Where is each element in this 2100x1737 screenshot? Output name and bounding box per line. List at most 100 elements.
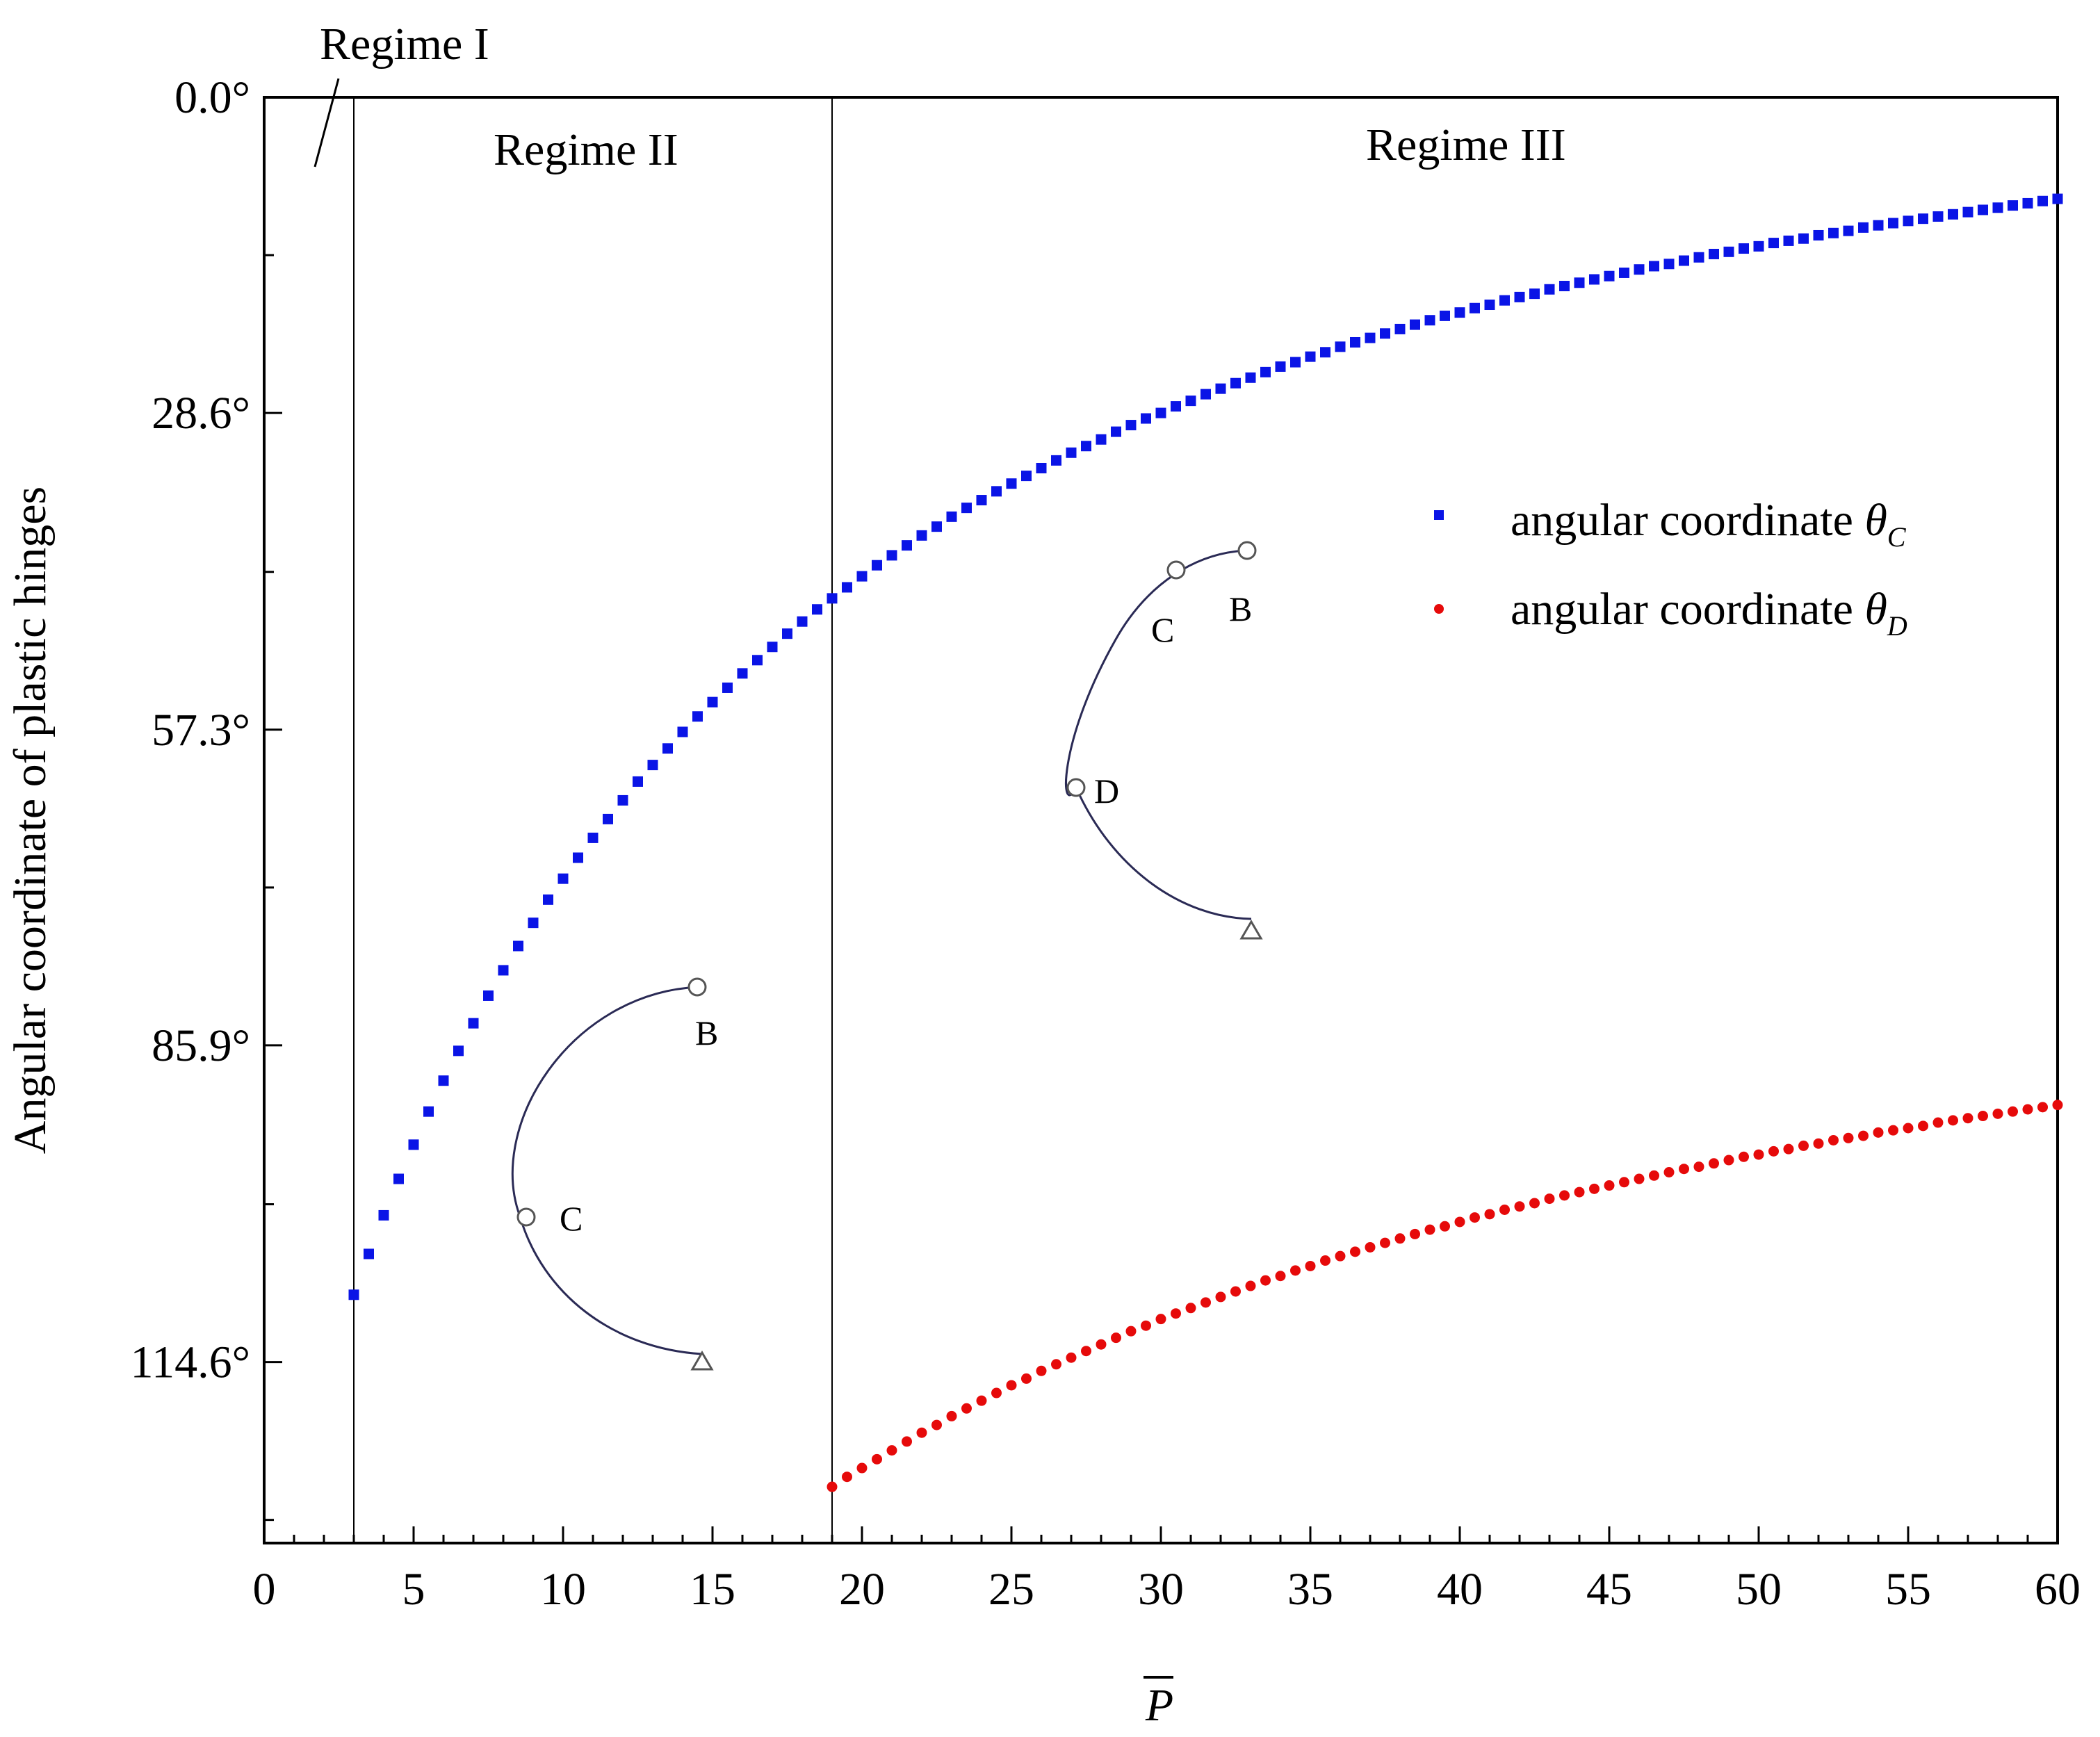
theta-c-point: [1828, 227, 1839, 238]
theta-c-point: [1544, 284, 1555, 295]
theta-c-point: [1185, 395, 1196, 407]
theta-d-point: [1798, 1140, 1809, 1151]
x-tick-label: 5: [402, 1564, 425, 1615]
theta-c-point: [1589, 274, 1600, 285]
theta-d-point: [1918, 1120, 1928, 1132]
theta-d-point: [1365, 1241, 1376, 1253]
theta-c-point: [617, 794, 628, 806]
theta-c-point: [886, 550, 897, 561]
theta-c-point: [1305, 351, 1316, 362]
x-axis-title: P: [1143, 1676, 1173, 1731]
theta-c-point: [931, 521, 942, 532]
theta-d-point: [1171, 1308, 1181, 1319]
theta-d-point: [931, 1419, 942, 1430]
theta-d-point: [1470, 1212, 1480, 1223]
theta-d-point: [1111, 1332, 1121, 1344]
theta-d-point: [1634, 1173, 1645, 1184]
theta-c-point: [408, 1139, 419, 1150]
theta-c-point: [1484, 300, 1495, 311]
theta-d-point: [2022, 1104, 2033, 1115]
theta-d-point: [1753, 1149, 1764, 1160]
theta-c-point: [1813, 229, 1824, 240]
theta-c-point: [2037, 195, 2048, 206]
x-tick-label: 35: [1287, 1564, 1333, 1615]
theta-c-point: [2052, 193, 2063, 204]
theta-c-point: [1424, 315, 1435, 326]
theta-c-point: [573, 852, 583, 863]
theta-c-point: [767, 642, 778, 653]
inset-regime-ii: B C: [512, 977, 718, 1371]
theta-c-point: [1215, 383, 1226, 394]
plot-frame: [263, 96, 2059, 1544]
theta-d-point: [1574, 1186, 1585, 1198]
hinge-c-label: C: [560, 1199, 583, 1238]
theta-c-point: [1171, 401, 1181, 412]
theta-c-point: [1709, 248, 1719, 259]
theta-d-point: [1200, 1297, 1211, 1308]
theta-c-point: [1245, 372, 1256, 383]
theta-c-point: [902, 540, 912, 551]
theta-d-point: [1335, 1250, 1346, 1262]
theta-c-point: [1962, 206, 1973, 218]
regime-boundaries: [353, 97, 833, 1543]
y-tick-label: 85.9°: [152, 1020, 250, 1071]
theta-c-point: [1918, 213, 1928, 225]
x-tick-label: 10: [540, 1564, 586, 1615]
theta-c-point: [1783, 235, 1794, 246]
theta-c-point: [1066, 447, 1077, 458]
x-tick-label: 20: [839, 1564, 885, 1615]
legend: angular coordinate θC angular coordinate…: [1434, 495, 1907, 642]
theta-c-point: [1723, 246, 1734, 257]
theta-d-point: [1783, 1143, 1794, 1155]
theta-c-point: [1903, 215, 1914, 227]
theta-c-point: [557, 873, 569, 884]
theta-d-point: [1215, 1291, 1226, 1303]
theta-d-point: [976, 1395, 987, 1406]
theta-c-point: [1634, 264, 1645, 275]
support-triangle: [1239, 920, 1263, 940]
theta-c-point: [393, 1173, 404, 1184]
theta-c-point: [1753, 240, 1764, 252]
legend-label-theta-d: angular coordinate θD: [1511, 584, 1907, 642]
theta-c-point: [1200, 389, 1211, 400]
hinge-c-label: C: [1151, 610, 1174, 649]
y-tick-label: 0.0°: [174, 72, 250, 123]
hinge-d-marker: [1066, 778, 1086, 797]
theta-d-point: [1499, 1204, 1510, 1215]
theta-c-point: [1350, 336, 1360, 348]
theta-c-point: [2008, 200, 2018, 211]
theta-c-point: [1604, 270, 1615, 282]
theta-d-point: [872, 1453, 882, 1465]
x-axis-title-text: P: [1145, 1680, 1173, 1731]
theta-c-point: [1470, 302, 1480, 313]
hinge-b-label: B: [1229, 589, 1252, 628]
inset-regime-iii: B C D: [1065, 541, 1263, 940]
theta-c-point: [1574, 277, 1585, 288]
theta-d-point: [1320, 1255, 1330, 1266]
theta-c-point: [1649, 261, 1659, 272]
x-tick-label: 0: [253, 1564, 276, 1615]
theta-d-point: [902, 1436, 912, 1447]
theta-c-point: [1380, 328, 1390, 339]
theta-c-point: [1978, 204, 1988, 215]
theta-d-point: [1514, 1201, 1525, 1212]
theta-d-point: [1380, 1237, 1390, 1248]
theta-d-point: [1978, 1111, 1988, 1122]
legend-marker-theta-c: [1434, 510, 1444, 520]
theta-c-point: [1410, 319, 1420, 330]
theta-c-point: [1798, 233, 1809, 244]
hinge-b-label: B: [695, 1013, 718, 1052]
theta-c-point: [1036, 462, 1047, 473]
theta-d-point: [886, 1445, 897, 1456]
theta-d-point: [1529, 1198, 1540, 1209]
theta-c-point: [1768, 238, 1779, 249]
legend-label-theta-c: angular coordinate θC: [1511, 495, 1907, 553]
theta-c-point: [1440, 310, 1450, 321]
regime-ii-label: Regime II: [494, 124, 678, 175]
theta-c-point: [1992, 202, 2003, 213]
x-axis-ticks: 0 5 10 15 20 25 30 35 40 45 50 55 60: [253, 1526, 2081, 1615]
x-tick-label: 60: [2035, 1564, 2081, 1615]
hinge-c-marker: [516, 1207, 536, 1227]
theta-c-point: [1948, 209, 1958, 220]
theta-d-point: [1693, 1161, 1704, 1173]
